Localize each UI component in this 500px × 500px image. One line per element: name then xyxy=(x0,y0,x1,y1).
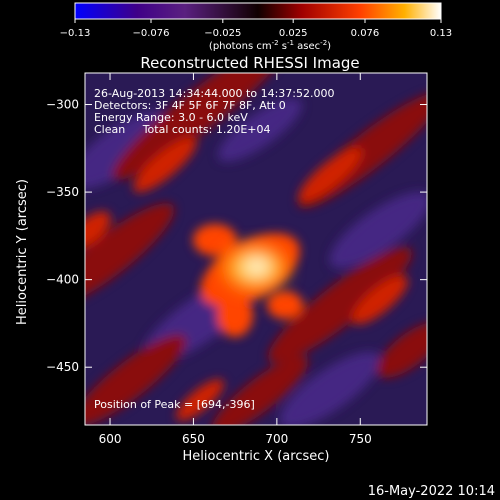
y-axis: −300 −350 −400 −450 xyxy=(46,98,427,374)
peak-position-text: Position of Peak = [694,-396] xyxy=(94,398,255,411)
annotation-time-range: 26-Aug-2013 14:34:44.000 to 14:37:52.000 xyxy=(94,87,335,100)
colorbar-tick-label: 0.025 xyxy=(279,28,308,39)
colorbar-units: (photons cm-2 s-1 asec-2) xyxy=(209,39,331,52)
x-axis: 600 650 700 750 xyxy=(99,73,372,446)
x-tick-label: 600 xyxy=(99,432,122,446)
x-tick-label: 700 xyxy=(265,432,288,446)
x-tick-label: 750 xyxy=(349,432,372,446)
chart-title: Reconstructed RHESSI Image xyxy=(140,54,359,72)
y-tick-label: −300 xyxy=(46,98,79,112)
y-tick-label: −350 xyxy=(46,185,79,199)
annotation-block: 26-Aug-2013 14:34:44.000 to 14:37:52.000… xyxy=(94,87,335,136)
colorbar-gradient xyxy=(74,2,442,20)
y-axis-label: Heliocentric Y (arcsec) xyxy=(15,179,30,325)
colorbar-ticks: −0.13 −0.076 −0.025 0.025 0.076 0.13 xyxy=(60,19,452,39)
plot-frame xyxy=(84,72,428,426)
annotation-detectors: Detectors: 3F 4F 5F 6F 7F 8F, Att 0 xyxy=(94,99,286,112)
footer-date: 16-May-2022 10:14 xyxy=(368,484,495,499)
colorbar-tick-label: −0.076 xyxy=(133,28,170,39)
x-tick-label: 650 xyxy=(182,432,205,446)
heatmap-image xyxy=(85,73,427,425)
colorbar-tick-label: 0.13 xyxy=(430,28,452,39)
colorbar: −0.13 −0.076 −0.025 0.025 0.076 0.13 (photons… xyxy=(60,2,452,52)
annotation-clean-counts: Clean Total counts: 1.20E+04 xyxy=(94,123,271,136)
colorbar-tick-label: −0.025 xyxy=(204,28,241,39)
x-axis-label: Heliocentric X (arcsec) xyxy=(183,449,330,464)
annotation-energy-range: Energy Range: 3.0 - 6.0 keV xyxy=(94,111,248,124)
colorbar-tick-label: 0.076 xyxy=(351,28,380,39)
colorbar-tick-label: −0.13 xyxy=(60,28,91,39)
y-tick-label: −450 xyxy=(46,360,79,374)
y-tick-label: −400 xyxy=(46,273,79,287)
